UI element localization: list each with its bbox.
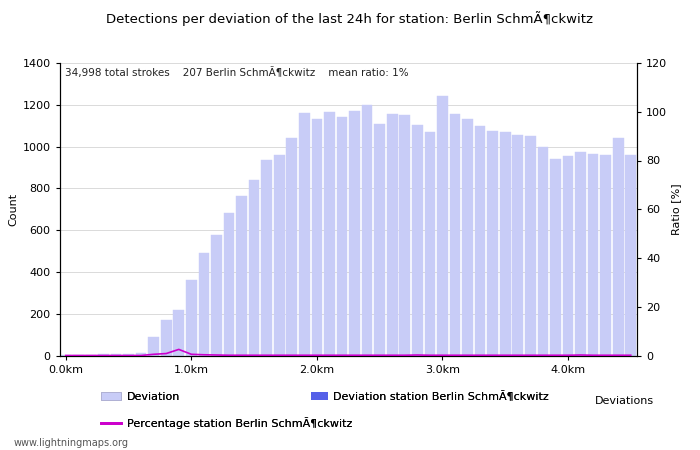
Bar: [174, 310, 184, 356]
Text: www.lightningmaps.org: www.lightningmaps.org: [14, 438, 129, 448]
Bar: [500, 132, 510, 356]
Bar: [223, 213, 235, 356]
Bar: [588, 154, 598, 356]
Bar: [437, 96, 448, 356]
Bar: [512, 135, 523, 356]
Bar: [199, 253, 209, 356]
Text: 34,998 total strokes    207 Berlin SchmÃ¶ckwitz    mean ratio: 1%: 34,998 total strokes 207 Berlin SchmÃ¶ck…: [65, 68, 409, 78]
Bar: [349, 111, 360, 356]
Bar: [538, 147, 548, 356]
Bar: [462, 119, 473, 356]
Bar: [85, 355, 96, 356]
Bar: [148, 337, 159, 356]
Bar: [324, 112, 335, 356]
Bar: [211, 235, 222, 356]
Bar: [274, 155, 284, 356]
Bar: [475, 126, 485, 356]
Text: Deviations: Deviations: [596, 396, 654, 406]
Bar: [525, 136, 536, 356]
Bar: [400, 115, 410, 356]
Bar: [123, 354, 134, 356]
Bar: [337, 117, 347, 356]
Bar: [136, 353, 146, 356]
Bar: [73, 355, 84, 356]
Bar: [248, 180, 260, 356]
Legend: Deviation station Berlin SchmÃ¶ckwitz: Deviation station Berlin SchmÃ¶ckwitz: [307, 387, 554, 406]
Legend: Percentage station Berlin SchmÃ¶ckwitz: Percentage station Berlin SchmÃ¶ckwitz: [97, 412, 356, 433]
Bar: [612, 138, 624, 356]
Bar: [575, 152, 586, 356]
Legend: Deviation: Deviation: [97, 387, 184, 406]
Bar: [374, 124, 385, 356]
Bar: [98, 355, 108, 356]
Y-axis label: Count: Count: [8, 193, 18, 226]
Bar: [312, 119, 322, 356]
Bar: [563, 156, 573, 356]
Bar: [286, 138, 297, 356]
Y-axis label: Ratio [%]: Ratio [%]: [671, 184, 681, 235]
Bar: [387, 114, 398, 356]
Bar: [424, 132, 435, 356]
Bar: [362, 105, 372, 356]
Bar: [487, 131, 498, 356]
Bar: [550, 159, 561, 356]
Bar: [601, 155, 611, 356]
Bar: [625, 155, 636, 356]
Bar: [161, 320, 172, 356]
Bar: [449, 114, 461, 356]
Bar: [299, 113, 309, 356]
Bar: [412, 125, 423, 356]
Bar: [236, 196, 247, 356]
Bar: [186, 280, 197, 356]
Bar: [111, 355, 121, 356]
Bar: [261, 160, 272, 356]
Text: Detections per deviation of the last 24h for station: Berlin SchmÃ¶ckwitz: Detections per deviation of the last 24h…: [106, 11, 594, 26]
